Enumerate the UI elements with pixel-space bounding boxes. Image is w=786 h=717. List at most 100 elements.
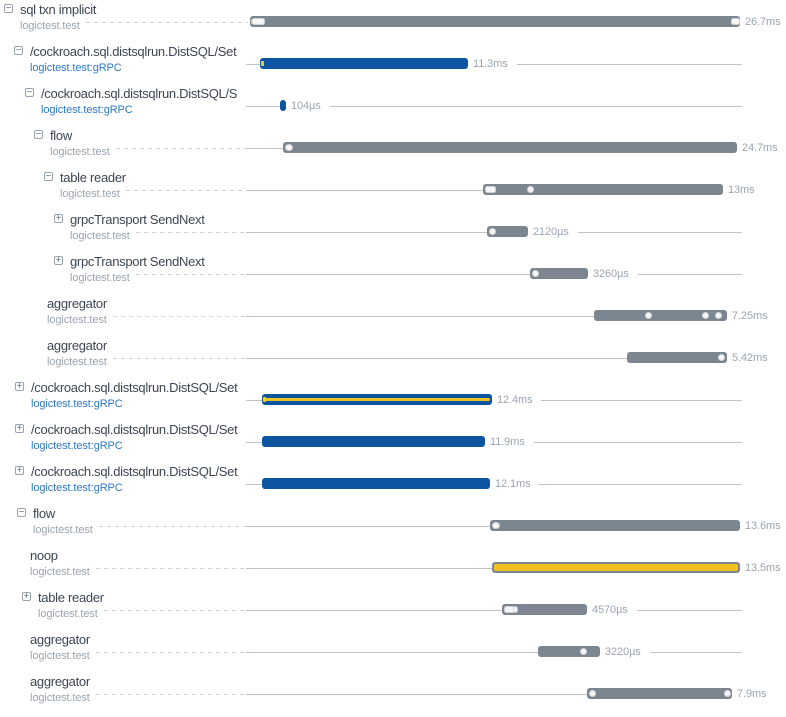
span-bar[interactable] [594, 310, 727, 321]
leader-solid-line [246, 400, 262, 401]
collapse-toggle-icon[interactable]: − [17, 506, 26, 518]
span-duration-label: 13ms [728, 184, 755, 196]
span-row[interactable]: aggregator logictest.test 7.9ms [0, 675, 786, 717]
event-marker-dot[interactable] [589, 690, 596, 697]
span-row[interactable]: + /cockroach.sql.distsqlrun.DistSQL/Set … [0, 465, 786, 507]
span-bar[interactable] [262, 478, 490, 489]
span-duration-label: 12.1ms [495, 478, 531, 490]
span-row[interactable]: − flow logictest.test 24.7ms [0, 129, 786, 171]
span-row[interactable]: − sql txn implicit logictest.test 26.7ms [0, 3, 786, 45]
span-bar[interactable] [490, 520, 740, 531]
span-labels: /cockroach.sql.distsqlrun.DistSQL/Set lo… [31, 423, 254, 454]
event-marker-dot[interactable] [645, 312, 652, 319]
span-bar[interactable] [538, 646, 600, 657]
span-bar[interactable] [627, 352, 727, 363]
span-row[interactable]: + grpcTransport SendNext logictest.test … [0, 213, 786, 255]
span-bar[interactable] [502, 604, 587, 615]
span-labels: grpcTransport SendNext logictest.test [70, 213, 254, 244]
span-title: flow [33, 507, 55, 521]
event-marker-dot[interactable] [513, 606, 518, 613]
span-subtitle: logictest.test:gRPC [31, 398, 123, 410]
span-row[interactable]: aggregator logictest.test 7.25ms [0, 297, 786, 339]
leader-solid-line [246, 694, 587, 695]
span-bar[interactable] [262, 394, 492, 405]
span-title: table reader [60, 171, 126, 185]
collapse-toggle-icon[interactable]: − [25, 86, 34, 98]
event-marker-dot[interactable] [489, 228, 496, 235]
span-title: flow [50, 129, 72, 143]
event-marker-dot[interactable] [285, 144, 293, 151]
event-marker-pill[interactable] [252, 18, 265, 25]
span-row[interactable]: aggregator logictest.test 3220µs [0, 633, 786, 675]
span-duration-label: 11.9ms [490, 436, 525, 448]
span-row[interactable]: + /cockroach.sql.distsqlrun.DistSQL/Set … [0, 423, 786, 465]
collapse-toggle-icon[interactable]: − [44, 170, 53, 182]
span-row[interactable]: + grpcTransport SendNext logictest.test … [0, 255, 786, 297]
span-labels: /cockroach.sql.distsqlrun.DistSQL/Set lo… [31, 381, 254, 412]
span-bar[interactable] [487, 226, 528, 237]
expand-toggle-icon[interactable]: + [22, 590, 31, 602]
span-bar[interactable] [280, 100, 286, 111]
event-marker-dot[interactable] [718, 354, 725, 361]
event-marker-dot[interactable] [527, 186, 534, 193]
span-row[interactable]: + /cockroach.sql.distsqlrun.DistSQL/Set … [0, 381, 786, 423]
span-bar[interactable] [530, 268, 588, 279]
span-labels: /cockroach.sql.distsqlrun.DistSQL/S logi… [41, 87, 254, 118]
span-title: aggregator [30, 633, 90, 647]
collapse-toggle-icon[interactable]: − [4, 2, 13, 14]
trailing-line [578, 232, 742, 233]
span-subtitle: logictest.test:gRPC [31, 440, 123, 452]
event-marker-pill[interactable] [731, 18, 740, 25]
span-duration-label: 11.3ms [473, 58, 508, 70]
span-row[interactable]: aggregator logictest.test 5.42ms [0, 339, 786, 381]
leader-dashed-line [96, 652, 248, 653]
span-subtitle: logictest.test [70, 272, 130, 284]
span-labels: /cockroach.sql.distsqlrun.DistSQL/Set lo… [30, 45, 254, 76]
span-bar[interactable] [483, 184, 723, 195]
span-subtitle: logictest.test [30, 566, 90, 578]
span-row[interactable]: − flow logictest.test 13.6ms [0, 507, 786, 549]
span-labels: table reader logictest.test [38, 591, 254, 622]
span-title: aggregator [47, 339, 107, 353]
collapse-toggle-icon[interactable]: − [14, 44, 23, 56]
span-bar[interactable] [587, 688, 732, 699]
leader-solid-line [246, 610, 502, 611]
span-duration-label: 2120µs [533, 226, 569, 238]
collapse-toggle-icon[interactable]: − [34, 128, 43, 140]
expand-toggle-icon[interactable]: + [15, 464, 24, 476]
span-duration-label: 4570µs [592, 604, 628, 616]
span-row[interactable]: − table reader logictest.test 13ms [0, 171, 786, 213]
expand-toggle-icon[interactable]: + [15, 380, 24, 392]
span-labels: sql txn implicit logictest.test [20, 3, 254, 34]
leader-dashed-line [136, 232, 248, 233]
span-bar[interactable] [492, 562, 740, 573]
event-marker-dot[interactable] [492, 522, 500, 529]
expand-toggle-icon[interactable]: + [54, 212, 63, 224]
leader-solid-line [246, 652, 538, 653]
expand-toggle-icon[interactable]: + [54, 254, 63, 266]
span-title: /cockroach.sql.distsqlrun.DistSQL/Set [31, 423, 238, 437]
span-row[interactable]: − /cockroach.sql.distsqlrun.DistSQL/S lo… [0, 87, 786, 129]
span-title: grpcTransport SendNext [70, 255, 205, 269]
trailing-line [637, 610, 742, 611]
bar-start-tick-icon [263, 397, 266, 402]
span-title: sql txn implicit [20, 3, 97, 17]
event-marker-dot[interactable] [580, 648, 587, 655]
span-bar[interactable] [262, 436, 485, 447]
event-marker-dot[interactable] [715, 312, 722, 319]
span-bar[interactable] [250, 16, 740, 27]
event-marker-dot[interactable] [532, 270, 539, 277]
span-bar[interactable] [260, 58, 468, 69]
event-marker-pill[interactable] [504, 606, 515, 613]
expand-toggle-icon[interactable]: + [15, 422, 24, 434]
span-row[interactable]: noop logictest.test 13.5ms [0, 549, 786, 591]
span-row[interactable]: − /cockroach.sql.distsqlrun.DistSQL/Set … [0, 45, 786, 87]
trailing-line [541, 400, 742, 401]
event-marker-dot[interactable] [702, 312, 709, 319]
span-duration-label: 24.7ms [742, 142, 778, 154]
trailing-line [539, 484, 742, 485]
event-marker-dot[interactable] [724, 690, 731, 697]
span-row[interactable]: + table reader logictest.test 4570µs [0, 591, 786, 633]
event-marker-pill[interactable] [485, 186, 496, 193]
span-bar[interactable] [283, 142, 737, 153]
